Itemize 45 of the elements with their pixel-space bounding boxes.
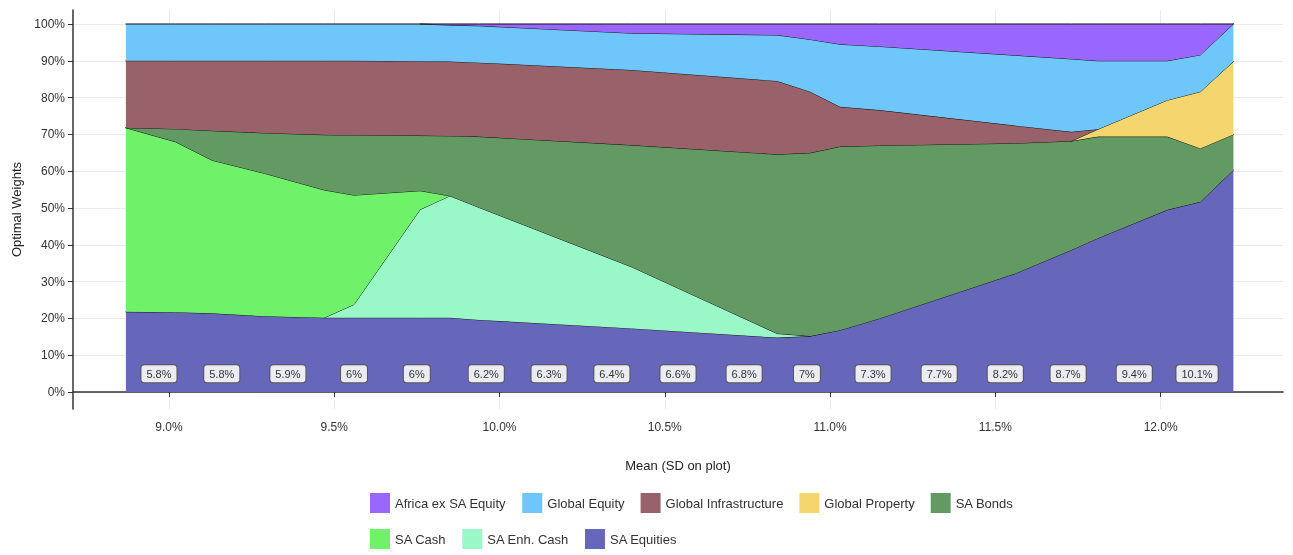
y-tick-label: 40% xyxy=(40,237,66,252)
x-tick-label: 9.5% xyxy=(320,420,349,434)
y-tick-label: 50% xyxy=(40,201,66,216)
annotation: 7.3% xyxy=(860,367,886,380)
x-axis-title: Mean (SD on plot) xyxy=(625,458,731,473)
annotation: 7% xyxy=(798,367,816,380)
legend-label: SA Bonds xyxy=(955,495,1014,511)
y-tick-label: 30% xyxy=(40,274,66,289)
annotation: 7.7% xyxy=(926,367,952,380)
legend-label: Africa ex SA Equity xyxy=(395,495,507,511)
y-tick-label: 80% xyxy=(40,90,66,105)
legend-label: SA Cash xyxy=(395,531,446,547)
y-tick-label: 90% xyxy=(40,53,66,68)
y-tick-label: 0% xyxy=(47,385,66,400)
x-tick-label: 9.0% xyxy=(155,420,183,434)
x-tick-label: 10.0% xyxy=(482,420,517,434)
x-tick-label: 12.0% xyxy=(1143,420,1179,434)
annotation: 5.8% xyxy=(209,367,235,380)
annotation: 8.7% xyxy=(1055,367,1081,380)
legend-label: Global Equity xyxy=(547,495,626,511)
legend-label: SA Enh. Cash xyxy=(487,531,569,547)
legend-label: SA Equities xyxy=(609,531,677,547)
annotation: 9.4% xyxy=(1121,367,1147,380)
y-tick-label: 100% xyxy=(34,16,66,31)
x-tick-label: 10.5% xyxy=(647,420,683,434)
legend-label: Global Infrastructure xyxy=(665,495,784,511)
annotation: 6.3% xyxy=(536,367,562,380)
x-tick-label: 11.5% xyxy=(978,420,1013,434)
annotation: 6.6% xyxy=(665,367,691,380)
annotation: 6.4% xyxy=(599,367,625,380)
annotation: 8.2% xyxy=(992,367,1019,380)
y-axis-title: Optimal Weights xyxy=(9,161,24,258)
annotation: 6.2% xyxy=(473,367,499,380)
annotation: 6% xyxy=(346,367,363,380)
annotation: 10.1% xyxy=(1181,367,1213,380)
legend-label: Global Property xyxy=(824,495,916,511)
annotation: 5.8% xyxy=(146,367,172,380)
y-tick-label: 70% xyxy=(40,127,66,142)
annotation: 6.8% xyxy=(731,367,757,380)
annotation: 6% xyxy=(408,367,425,380)
x-tick-label: 11.0% xyxy=(813,420,847,434)
y-tick-label: 20% xyxy=(40,311,66,326)
y-tick-label: 10% xyxy=(40,348,66,363)
y-tick-label: 60% xyxy=(40,164,66,179)
annotation: 5.9% xyxy=(275,367,301,380)
